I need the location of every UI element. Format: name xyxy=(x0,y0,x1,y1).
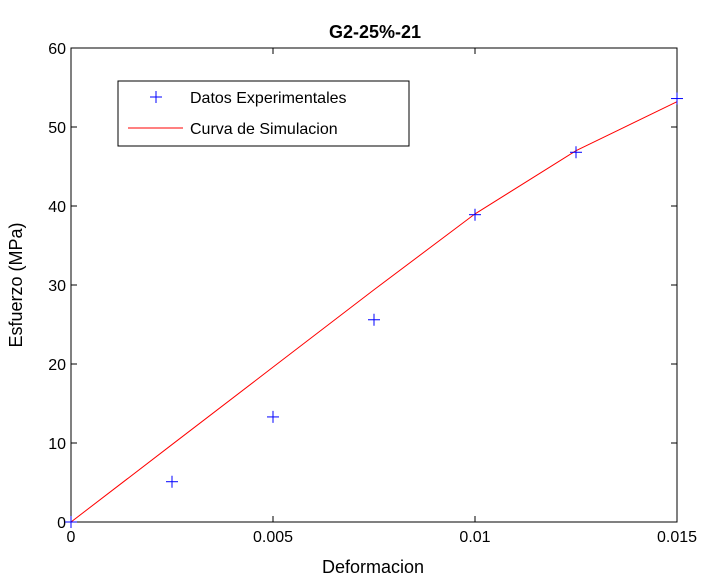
legend: Datos Experimentales Curva de Simulacion xyxy=(118,81,409,146)
chart-title: G2-25%-21 xyxy=(329,22,421,42)
y-tick-label: 0 xyxy=(57,515,66,532)
x-tick-label: 0.01 xyxy=(459,529,490,546)
y-tick-label: 30 xyxy=(48,278,66,295)
y-tick-label: 20 xyxy=(48,357,66,374)
x-tick-label: 0.005 xyxy=(253,529,293,546)
x-axis-label: Deformacion xyxy=(322,557,424,577)
x-tick-label: 0.015 xyxy=(657,529,697,546)
y-axis-label: Esfuerzo (MPa) xyxy=(6,222,26,347)
x-tick-label: 0 xyxy=(67,529,76,546)
legend-label-simulation: Curva de Simulacion xyxy=(190,121,338,138)
y-tick-label: 60 xyxy=(48,41,66,58)
y-tick-label: 40 xyxy=(48,199,66,216)
y-tick-label: 50 xyxy=(48,120,66,137)
legend-label-experimental: Datos Experimentales xyxy=(190,90,347,107)
y-tick-label: 10 xyxy=(48,436,66,453)
